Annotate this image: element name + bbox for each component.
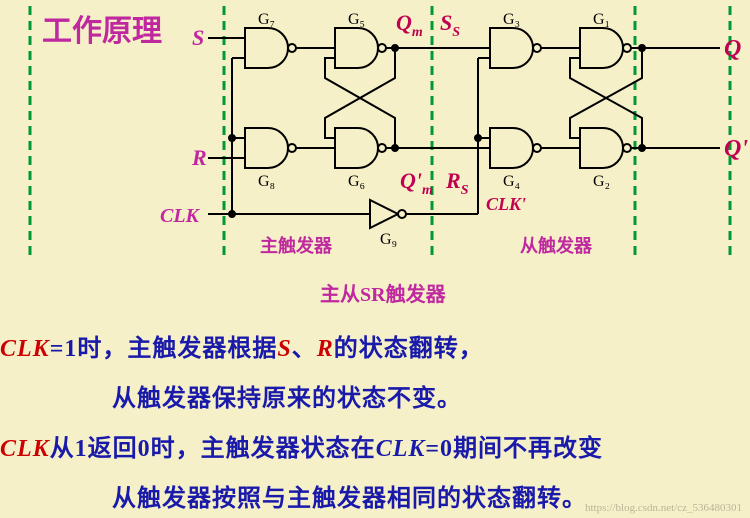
svg-text:G₉: G₉ — [380, 231, 397, 248]
svg-text:G₄: G₄ — [503, 173, 521, 190]
label-clk: CLK — [160, 205, 201, 227]
svg-text:G₃: G₃ — [503, 11, 520, 28]
label-rs: RS — [445, 168, 469, 198]
gate-g9: G₉ — [370, 200, 406, 248]
text-line-4: 从触发器按照与主触发器相同的状态翻转。 — [112, 478, 587, 513]
svg-text:G₈: G₈ — [258, 173, 275, 190]
label-qp: Q' — [724, 136, 748, 162]
watermark: https://blog.csdn.net/cz_536480301 — [585, 502, 742, 514]
svg-text:G₂: G₂ — [593, 173, 610, 190]
text-line-2: 从触发器保持原来的状态不变。 — [112, 378, 462, 413]
gate-g6: G₆ — [335, 128, 386, 190]
label-s: S — [192, 25, 204, 50]
label-clkp: CLK' — [486, 194, 526, 214]
caption-slave: 从触发器 — [520, 232, 592, 258]
caption-master: 主触发器 — [260, 232, 332, 258]
gate-g2: G₂ — [580, 128, 631, 190]
gate-g1: G₁ — [580, 11, 631, 68]
svg-text:G₅: G₅ — [348, 11, 365, 28]
label-q: Q — [724, 36, 741, 62]
gate-g8: G₈ — [245, 128, 296, 190]
text-line-3: CLK从1返回0时，主触发器状态在CLK=0期间不再改变 — [0, 428, 603, 463]
gate-g3: G₃ — [490, 11, 541, 68]
label-ss: SS — [440, 10, 460, 40]
svg-text:G₁: G₁ — [593, 11, 610, 28]
figure-caption: 主从SR触发器 — [320, 278, 446, 307]
label-qm: Qm — [396, 10, 423, 40]
gate-g4: G₄ — [490, 128, 541, 190]
gate-g7: G₇ — [245, 11, 296, 68]
label-r: R — [191, 145, 207, 170]
text-line-1: CLK=1时，主触发器根据S、R的状态翻转， — [0, 328, 484, 363]
circuit-diagram: G₇ G₈ G₅ G₆ G₃ G₄ G₁ G₂ — [0, 0, 750, 260]
gate-g5: G₅ — [335, 11, 386, 68]
svg-text:G₆: G₆ — [348, 173, 365, 190]
label-qmp: Q'm — [400, 168, 433, 198]
svg-text:G₇: G₇ — [258, 11, 275, 28]
